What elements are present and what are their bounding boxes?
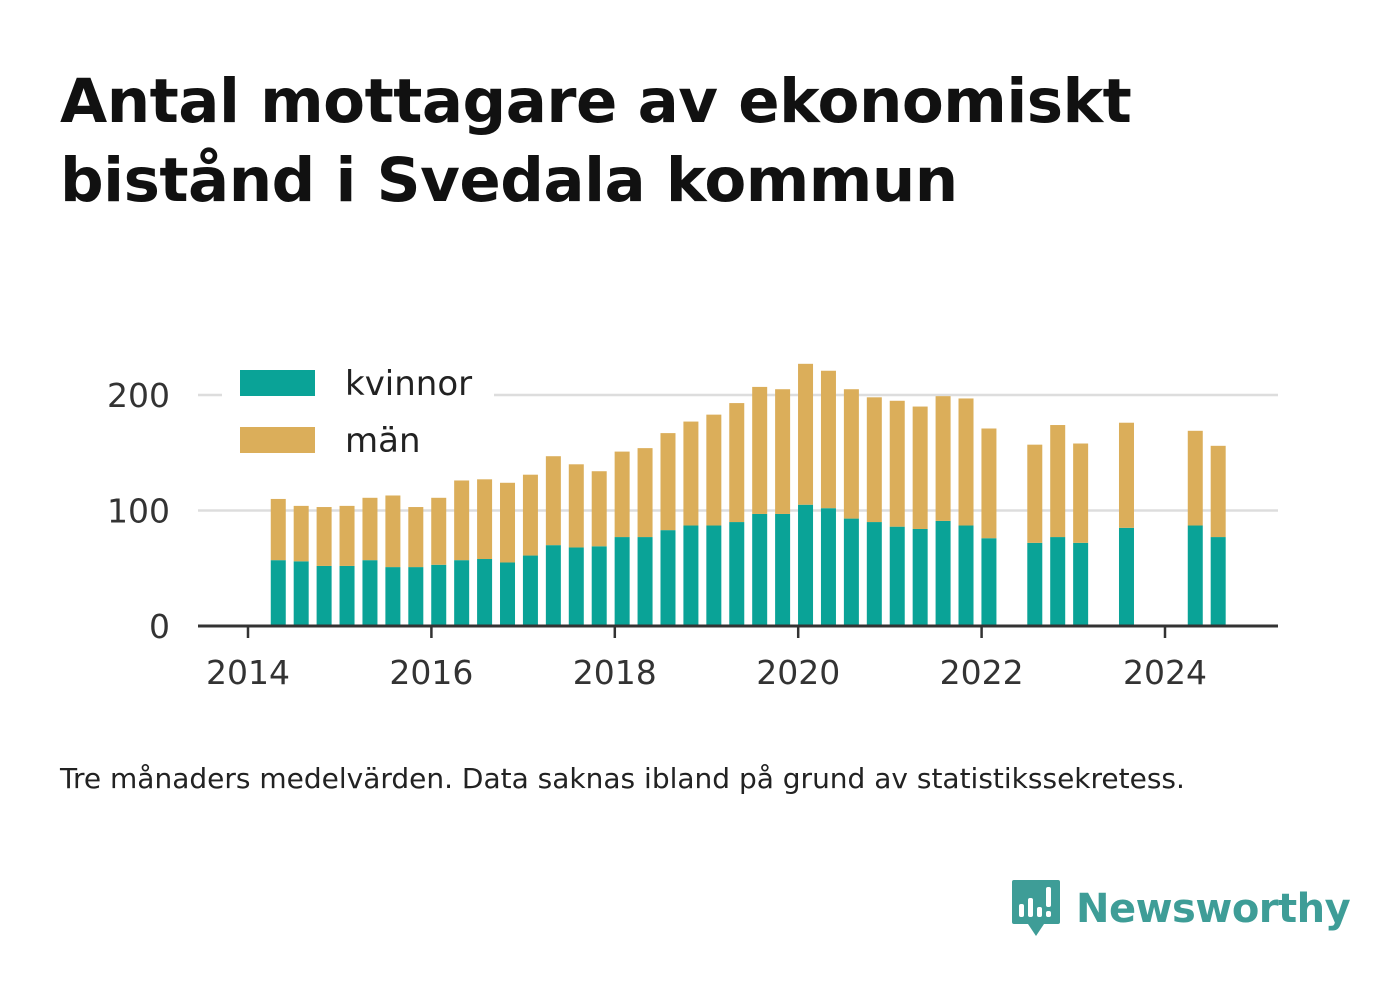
bar-män-3 [339, 505, 355, 566]
bar-män-27 [889, 400, 905, 527]
bar-kvinnor-26 [866, 522, 882, 626]
bar-kvinnor-11 [522, 555, 538, 626]
bar-män-14 [591, 471, 607, 547]
x-tick-label: 2024 [1123, 653, 1207, 692]
bar-män-11 [522, 474, 538, 556]
bar-kvinnor-6 [408, 567, 424, 626]
bar-män-7 [431, 497, 447, 565]
bar-kvinnor-22 [775, 513, 791, 626]
bar-män-17 [660, 433, 676, 531]
bar-kvinnor-20 [729, 522, 745, 626]
bar-kvinnor-3 [339, 565, 355, 626]
legend-label-kvinnor: kvinnor [345, 364, 472, 404]
bar-kvinnor-27 [889, 526, 905, 626]
bar-män-26 [866, 397, 882, 523]
chart-title: Antal mottagare av ekonomiskt bistånd i … [60, 66, 1132, 216]
brand-name: Newsworthy [1076, 886, 1351, 932]
x-tick-label: 2022 [940, 653, 1024, 692]
bar-kvinnor-32 [1027, 542, 1043, 626]
bar-män-19 [706, 414, 722, 526]
bar-kvinnor-0 [270, 560, 286, 626]
bar-kvinnor-18 [683, 525, 699, 626]
bar-kvinnor-17 [660, 530, 676, 626]
bar-kvinnor-16 [637, 537, 653, 626]
bar-män-36 [1187, 430, 1203, 526]
bar-män-37 [1210, 445, 1226, 538]
bar-kvinnor-1 [293, 561, 309, 626]
bar-kvinnor-8 [454, 560, 470, 626]
x-tick-label: 2016 [389, 653, 473, 692]
bar-kvinnor-28 [912, 528, 928, 626]
bar-kvinnor-10 [500, 562, 516, 626]
bar-män-21 [752, 386, 768, 514]
bar-män-33 [1050, 425, 1066, 538]
bar-män-10 [500, 482, 516, 563]
bar-kvinnor-24 [820, 508, 836, 626]
bar-män-16 [637, 448, 653, 538]
bar-kvinnor-7 [431, 564, 447, 626]
x-tick-label: 2014 [206, 653, 290, 692]
bar-män-9 [477, 479, 493, 560]
y-tick-label: 100 [107, 492, 170, 531]
bars [270, 363, 1226, 626]
bar-män-24 [820, 370, 836, 509]
x-tick-label: 2018 [573, 653, 657, 692]
bar-män-12 [545, 456, 561, 546]
y-tick-label: 0 [149, 607, 170, 646]
bar-kvinnor-14 [591, 546, 607, 626]
chart-note: Tre månaders medelvärden. Data saknas ib… [60, 762, 1185, 795]
brand-logo: Newsworthy [1010, 878, 1351, 940]
bar-män-30 [958, 398, 974, 526]
bar-kvinnor-29 [935, 520, 951, 626]
bar-män-22 [775, 389, 791, 514]
bar-kvinnor-9 [477, 559, 493, 626]
bar-män-29 [935, 396, 951, 521]
y-tick-label: 200 [107, 376, 170, 415]
bar-män-31 [981, 428, 997, 539]
legend: kvinnor män [222, 355, 494, 470]
bar-kvinnor-2 [316, 565, 332, 626]
bar-män-6 [408, 507, 424, 568]
bar-kvinnor-31 [981, 538, 997, 626]
bar-män-25 [843, 389, 859, 519]
bar-män-34 [1073, 443, 1089, 543]
bar-kvinnor-34 [1073, 542, 1089, 626]
axes: 0 100 200 2014 2016 2018 2020 2022 2024 [107, 376, 1278, 692]
bar-kvinnor-12 [545, 545, 561, 626]
bar-män-20 [729, 403, 745, 523]
bar-kvinnor-13 [568, 547, 584, 626]
bar-kvinnor-37 [1210, 537, 1226, 626]
bar-kvinnor-21 [752, 513, 768, 626]
bar-män-1 [293, 505, 309, 562]
bar-kvinnor-25 [843, 518, 859, 626]
bar-män-32 [1027, 444, 1043, 543]
bar-kvinnor-4 [362, 560, 378, 626]
legend-swatch-kvinnor [240, 370, 315, 396]
bar-kvinnor-33 [1050, 537, 1066, 626]
bar-män-5 [385, 495, 401, 568]
bar-män-35 [1118, 422, 1134, 528]
bar-män-13 [568, 464, 584, 548]
x-tick-label: 2020 [756, 653, 840, 692]
bar-kvinnor-23 [798, 504, 814, 626]
bar-män-2 [316, 507, 332, 566]
bar-män-15 [614, 451, 630, 538]
legend-swatch-män [240, 427, 315, 453]
bar-kvinnor-36 [1187, 525, 1203, 626]
bar-män-8 [454, 480, 470, 561]
bar-män-23 [798, 363, 814, 505]
bar-kvinnor-15 [614, 537, 630, 626]
bar-kvinnor-5 [385, 567, 401, 626]
bar-män-4 [362, 497, 378, 561]
bar-kvinnor-30 [958, 525, 974, 626]
bar-män-28 [912, 406, 928, 529]
bar-kvinnor-35 [1118, 527, 1134, 626]
bar-män-18 [683, 421, 699, 526]
legend-label-män: män [345, 421, 421, 461]
bar-män-0 [270, 498, 286, 561]
bar-chart-speech-bubble-icon [1012, 880, 1060, 936]
bar-kvinnor-19 [706, 525, 722, 626]
